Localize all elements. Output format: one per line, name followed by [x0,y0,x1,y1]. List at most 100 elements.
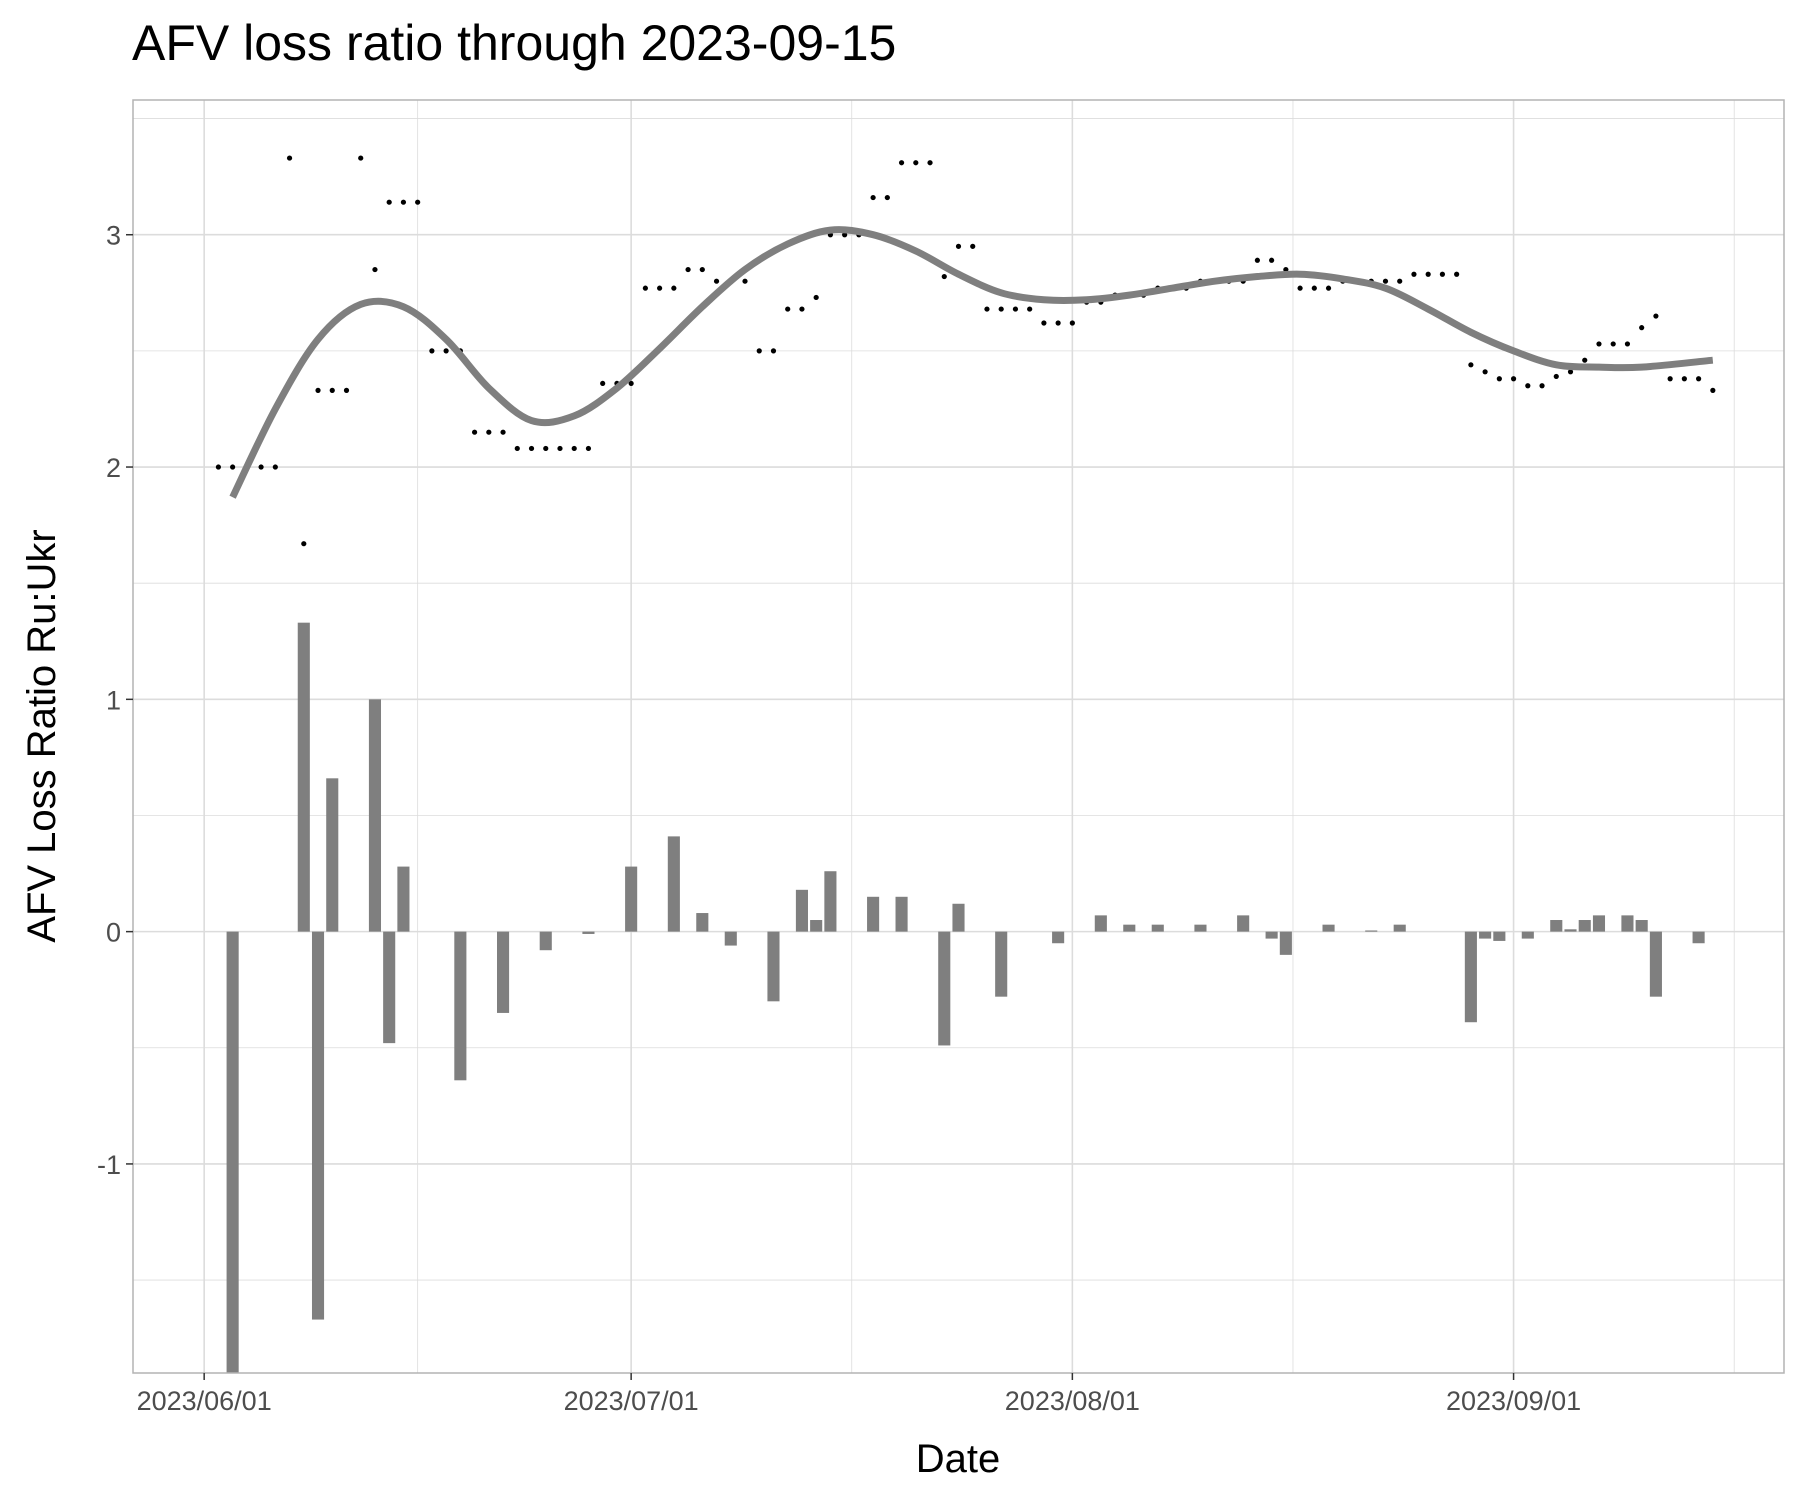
x-tick-label: 2023/08/01 [1005,1386,1140,1416]
data-point [770,348,777,354]
bar [368,699,382,932]
data-point [898,160,905,166]
data-point [785,306,791,312]
data-point [471,429,478,435]
data-point [955,243,962,249]
data-point [1439,271,1446,277]
data-point [799,306,805,312]
x-tick-label: 2023/07/01 [564,1386,699,1416]
bar [326,778,339,932]
data-point [1510,376,1517,382]
data-point [400,199,407,205]
bar [724,931,737,946]
data-point [600,380,606,387]
data-point [372,266,378,273]
bar [1550,920,1563,932]
data-point [272,464,278,470]
y-axis-ticks: -1 0 1 2 3 [97,221,133,1180]
data-point [1411,271,1417,277]
data-point [1482,369,1488,375]
data-point [1069,320,1075,326]
x-axis-ticks: 2023/06/01 2023/07/01 2023/08/01 2023/09/01 [137,1373,1581,1416]
data-point [443,348,449,354]
bar [1493,931,1506,941]
data-point [1596,341,1602,347]
y-tick-label: 1 [106,685,121,715]
data-point [657,285,663,291]
data-point [429,348,435,354]
data-point [642,285,648,291]
bar [1265,931,1278,939]
data-point [343,387,350,393]
bar [1123,924,1136,932]
bar [1592,915,1606,932]
data-point [998,306,1004,312]
data-point [543,445,549,452]
data-point [1710,387,1716,393]
data-point [1525,383,1531,389]
data-point [1311,285,1317,291]
bar [1194,924,1207,932]
bar [1052,931,1065,944]
bar [297,622,310,932]
bar [938,931,951,1046]
bar [824,871,837,932]
bar [767,931,780,1002]
y-tick-label: 3 [106,221,121,251]
bar [895,896,908,932]
bar [1479,931,1492,939]
data-point [1624,341,1631,347]
data-point [301,541,307,547]
data-point [1397,278,1403,284]
data-point [870,194,876,201]
x-tick-label: 2023/09/01 [1446,1386,1581,1416]
data-point [571,445,577,452]
bar [1635,920,1648,932]
data-point [486,429,492,435]
bar-series [226,622,1705,1373]
bar [1464,931,1477,1023]
data-point [1297,285,1303,291]
bar [582,931,595,934]
bar [497,931,510,1013]
data-point [1283,266,1289,273]
x-axis-title: Date [916,1437,1001,1481]
data-point [1027,306,1033,312]
data-point [1696,376,1702,382]
data-point [1382,278,1389,284]
data-point [699,266,705,273]
bar [795,889,808,932]
data-point [628,380,634,387]
bar [1094,915,1107,932]
bar [667,836,680,932]
bar [867,896,880,932]
data-point [1468,362,1474,368]
data-point [1041,320,1047,326]
data-point [329,387,335,393]
data-point [1254,257,1260,263]
y-tick-label: 2 [106,453,121,483]
bar [1621,915,1634,932]
data-point [1567,369,1574,375]
data-point [671,285,677,291]
chart-title: AFV loss ratio through 2023-09-15 [132,15,897,71]
data-point [315,387,321,393]
bar [1393,924,1406,932]
data-point [713,278,720,284]
data-point [1667,376,1673,382]
data-point [941,273,947,280]
bar [625,866,638,932]
bar [952,903,965,932]
data-point [1681,376,1687,382]
panel-border [132,99,1785,1374]
bar [1279,931,1292,955]
data-point [1012,306,1019,312]
bar [397,866,410,932]
grid-minor-lines [133,100,1784,1373]
data-point [1269,257,1275,263]
data-point [1454,271,1460,277]
bar [1578,920,1591,932]
bar [1521,931,1534,939]
grid-major-lines [133,100,1784,1373]
bar [454,931,467,1081]
